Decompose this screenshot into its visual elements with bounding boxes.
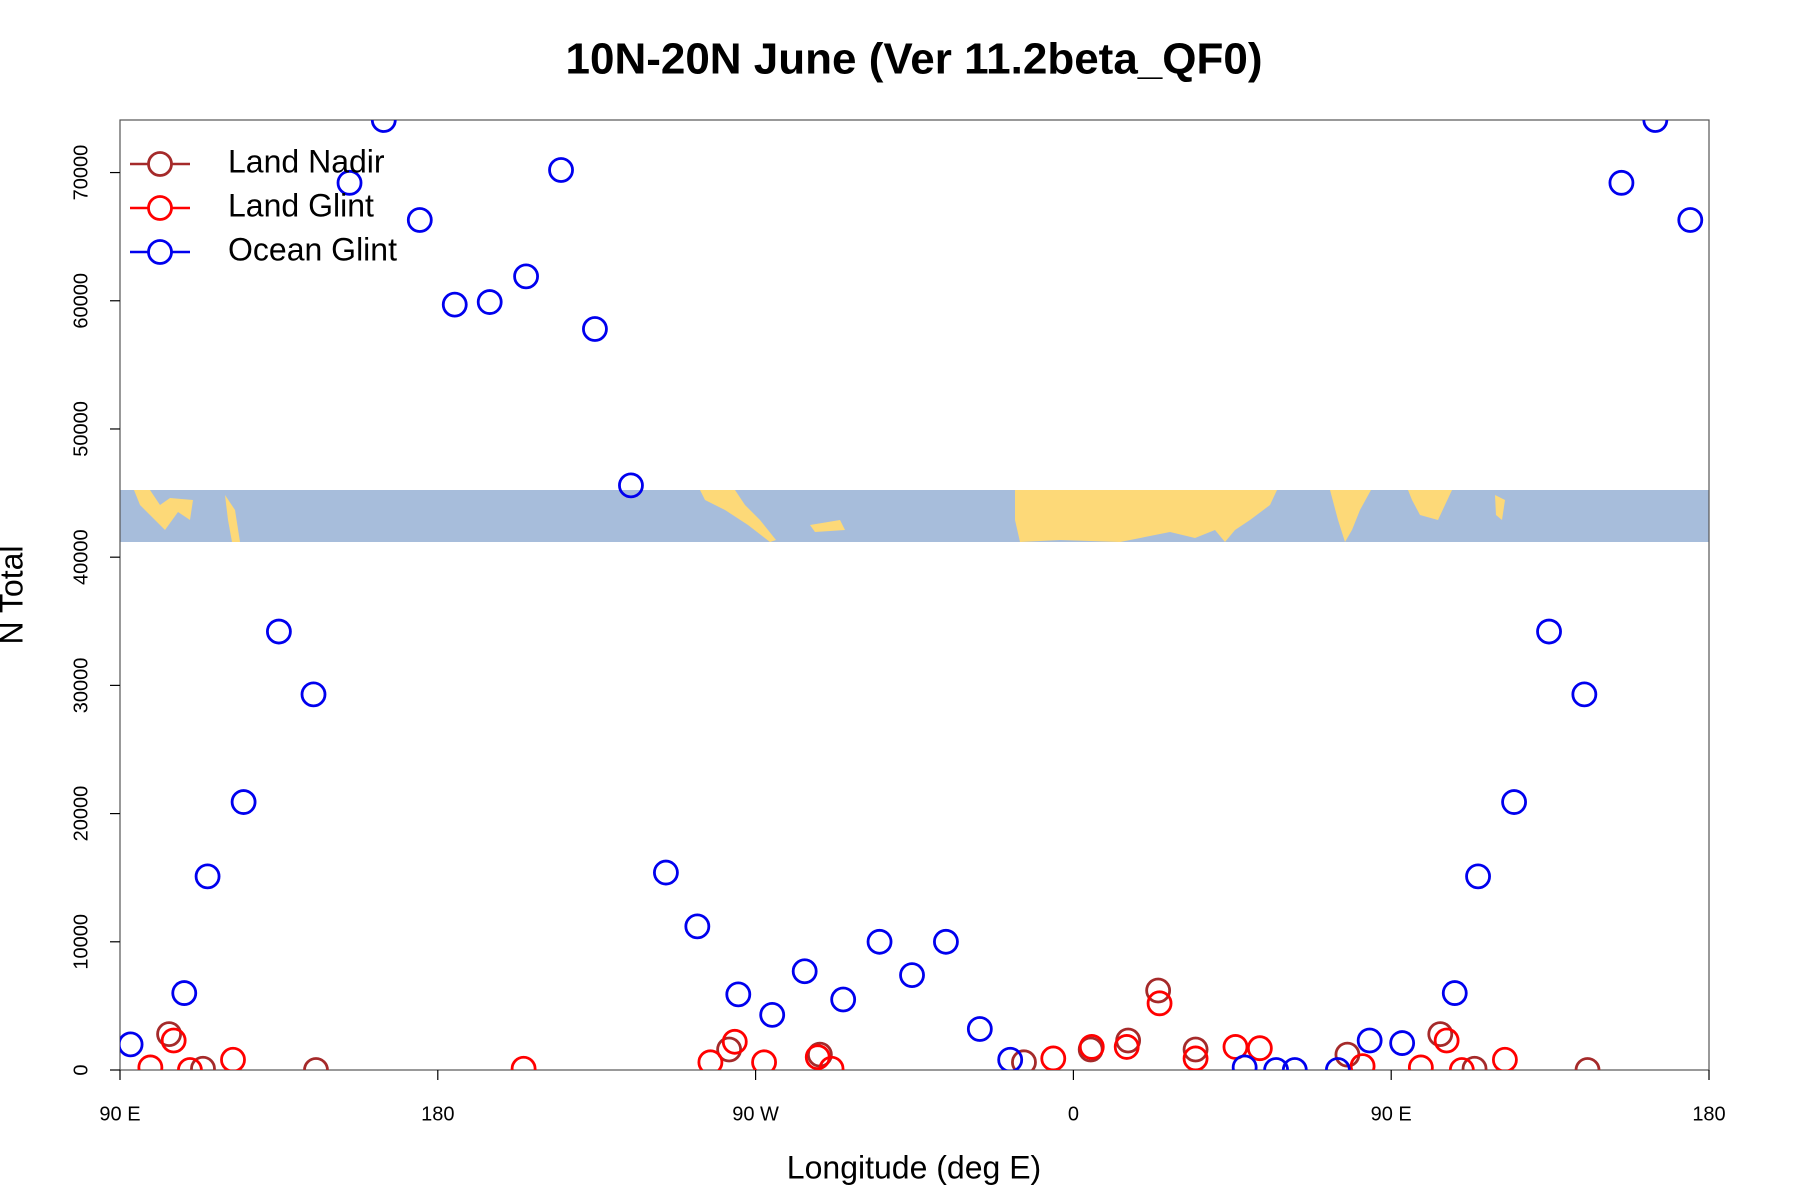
point	[1427, 1021, 1454, 1048]
point	[230, 789, 257, 815]
point	[933, 928, 959, 955]
point	[220, 1046, 246, 1070]
point	[406, 207, 433, 233]
point	[1389, 1030, 1416, 1056]
y-tick-label: 60000	[70, 273, 92, 329]
point	[1231, 1054, 1258, 1070]
point	[1536, 618, 1562, 645]
point	[866, 928, 893, 955]
x-axis-label: Longitude (deg E)	[787, 1149, 1041, 1185]
y-tick-label: 70000	[70, 145, 92, 201]
point	[441, 291, 468, 318]
legend-marker	[147, 239, 173, 265]
point	[1642, 120, 1669, 133]
legend-label: Ocean Glint	[228, 231, 397, 267]
point	[1448, 1057, 1475, 1070]
y-axis-label: N Total	[0, 545, 29, 644]
point	[1501, 789, 1527, 815]
point	[1677, 207, 1704, 233]
y-tick-label: 20000	[70, 786, 92, 842]
legend-marker	[147, 151, 173, 177]
point	[1349, 1053, 1376, 1070]
y-tick-label: 10000	[70, 914, 92, 970]
legend-label: Land Glint	[228, 187, 374, 223]
point	[1492, 1046, 1518, 1070]
y-tick-label: 30000	[70, 658, 92, 714]
point	[721, 1028, 748, 1055]
point	[830, 986, 857, 1013]
point	[966, 1016, 993, 1042]
point	[716, 1036, 743, 1063]
point	[1608, 169, 1635, 196]
point	[1407, 1054, 1434, 1070]
point	[265, 618, 292, 645]
point	[1574, 1057, 1601, 1070]
chart-title: 10N-20N June (Ver 11.2beta_QF0)	[566, 35, 1263, 84]
point	[177, 1057, 203, 1070]
point	[791, 958, 818, 985]
point	[194, 863, 221, 890]
point	[190, 1055, 216, 1070]
point	[548, 157, 574, 183]
point	[300, 681, 327, 708]
point	[725, 981, 752, 1008]
legend-marker	[147, 195, 173, 221]
point	[1571, 681, 1598, 708]
point	[1011, 1049, 1037, 1070]
point	[370, 120, 397, 133]
point	[751, 1049, 777, 1070]
point	[1145, 977, 1172, 1004]
point	[1441, 980, 1468, 1006]
legend-label: Land Nadir	[228, 143, 385, 179]
point	[997, 1046, 1024, 1070]
point	[697, 1049, 724, 1070]
point	[1113, 1034, 1140, 1060]
point	[618, 472, 644, 499]
point	[510, 1055, 537, 1070]
x-tick-label: 90 E	[1371, 1103, 1412, 1125]
point	[171, 980, 198, 1006]
point	[1324, 1057, 1351, 1070]
x-tick-label: 180	[421, 1103, 454, 1125]
point	[160, 1027, 187, 1054]
point	[1356, 1027, 1383, 1054]
point	[336, 169, 363, 196]
point	[818, 1055, 845, 1070]
point	[1078, 1034, 1105, 1060]
point	[1263, 1057, 1289, 1070]
y-tick-label: 50000	[70, 401, 92, 457]
point	[1461, 1055, 1488, 1070]
y-tick-label: 0	[70, 1064, 92, 1075]
point	[513, 263, 539, 290]
x-tick-label: 180	[1692, 1103, 1725, 1125]
point	[1182, 1045, 1209, 1070]
point	[1281, 1057, 1308, 1070]
plot-area	[120, 120, 1704, 1070]
plot-frame	[119, 119, 1710, 1071]
x-tick-label: 90 E	[99, 1103, 140, 1125]
point	[156, 1021, 182, 1048]
x-tick-label: 90 W	[732, 1103, 779, 1125]
point	[1040, 1045, 1067, 1070]
y-tick-label: 40000	[70, 529, 92, 585]
point	[653, 859, 679, 886]
map-band	[120, 490, 1709, 542]
point	[1246, 1035, 1273, 1062]
point	[899, 962, 925, 989]
point	[1433, 1027, 1460, 1054]
point	[684, 913, 711, 940]
point	[759, 1001, 786, 1028]
point	[1182, 1036, 1209, 1063]
point	[120, 1031, 144, 1058]
point	[137, 1054, 164, 1070]
x-tick-label: 0	[1068, 1103, 1079, 1125]
point	[476, 289, 503, 315]
point	[1465, 863, 1491, 890]
point	[582, 316, 608, 342]
point	[303, 1057, 329, 1070]
point	[1146, 990, 1173, 1017]
